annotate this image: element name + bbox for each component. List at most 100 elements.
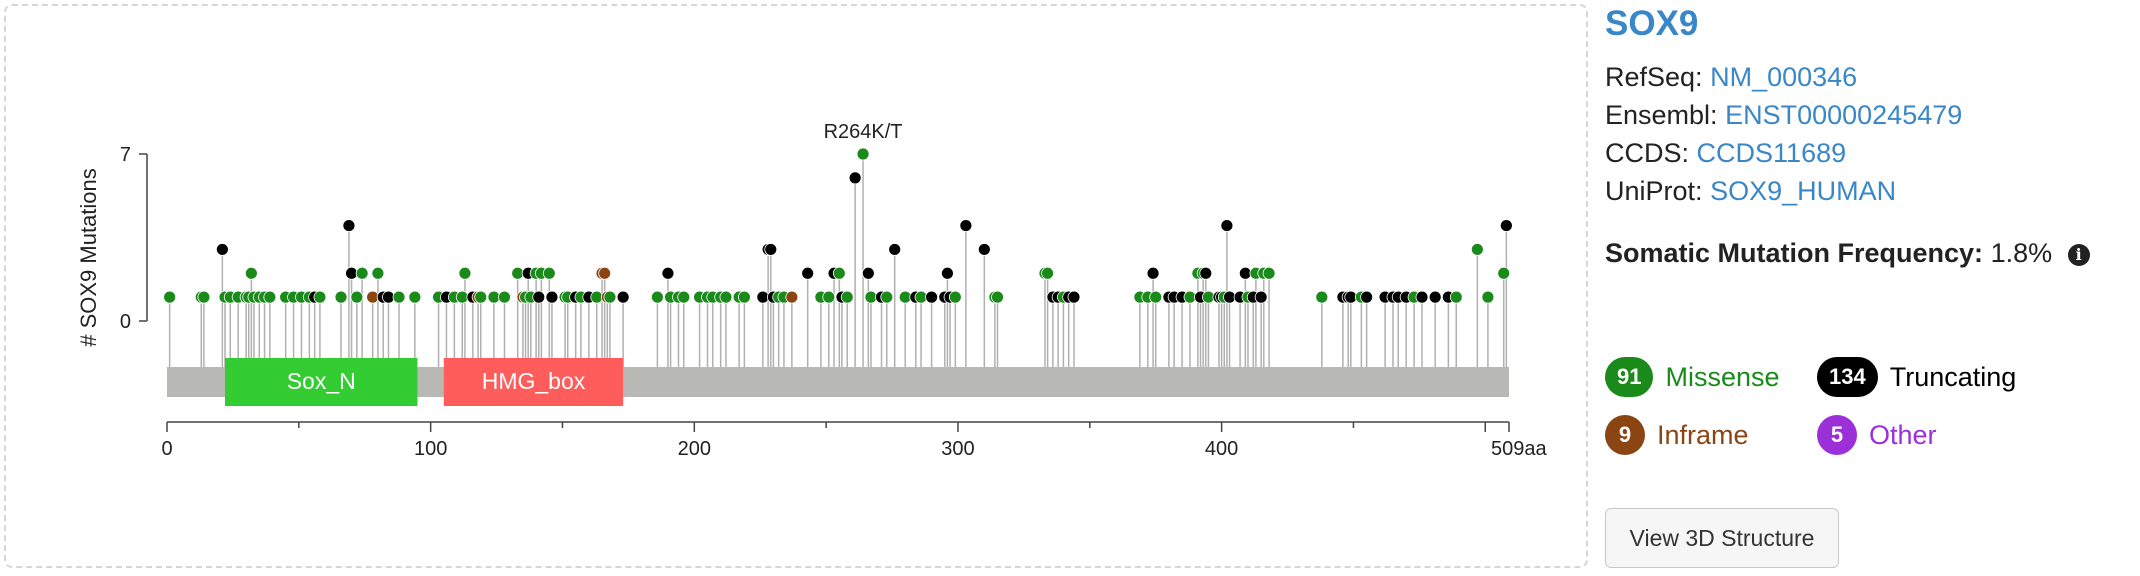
frequency-label: Somatic Mutation Frequency:	[1605, 238, 1984, 268]
lollipop-head-truncating[interactable]	[1360, 290, 1374, 304]
lollipop-head-truncating[interactable]	[861, 266, 875, 280]
lollipop-head-missense[interactable]	[991, 290, 1004, 304]
lollipop-head-truncating[interactable]	[941, 266, 954, 280]
x-tick-label: 0	[161, 438, 172, 460]
lollipop-head-missense[interactable]	[603, 290, 617, 304]
lollipop-head-missense[interactable]	[355, 266, 369, 280]
lollipop-head-missense[interactable]	[244, 266, 258, 280]
lollipop-head-missense[interactable]	[1481, 290, 1495, 304]
lollipop-head-truncating[interactable]	[888, 243, 902, 256]
y-tick-label: 7	[120, 144, 131, 166]
lollipop-head-missense[interactable]	[832, 266, 846, 280]
view-3d-structure-button[interactable]: View 3D Structure	[1605, 508, 1839, 568]
lollipop-head-truncating[interactable]	[545, 290, 559, 304]
y-tick-label: 0	[120, 311, 131, 333]
lollipop-head-missense[interactable]	[334, 290, 348, 304]
lollipop-head-truncating[interactable]	[1415, 290, 1429, 304]
lollipop-plot-panel: 7 0 # SOX9 Mutations Sox_N HMG_box R264K/T 0 10…	[4, 4, 1588, 568]
uniprot-link[interactable]: SOX9_HUMAN	[1710, 176, 1897, 206]
lollipop-head-missense[interactable]	[392, 290, 406, 304]
domain-sox-n[interactable]	[225, 358, 418, 406]
lollipop-head-truncating[interactable]	[1254, 290, 1268, 304]
lollipop-head-truncating[interactable]	[959, 219, 973, 232]
lollipop-head-truncating[interactable]	[1220, 219, 1234, 232]
lollipop-head-truncating[interactable]	[1146, 266, 1160, 280]
lollipop-head-truncating[interactable]	[925, 290, 938, 304]
lollipop-head-missense[interactable]	[350, 290, 364, 304]
ensembl-row: Ensembl: ENST00000245479	[1605, 100, 1962, 131]
lollipop-head-missense[interactable]	[948, 290, 962, 304]
lollipop-head-missense[interactable]	[1315, 290, 1329, 304]
lollipop-head-truncating[interactable]	[1067, 290, 1081, 304]
lollipop-head-missense[interactable]	[677, 290, 691, 304]
truncating-label: Truncating	[1889, 361, 2017, 392]
lollipop-head-missense[interactable]	[263, 290, 277, 304]
legend-inframe[interactable]: 9 Inframe	[1605, 415, 1749, 455]
lollipop-head-missense[interactable]	[1262, 266, 1276, 280]
lollipop-head-truncating[interactable]	[1199, 266, 1213, 280]
lollipop-head-missense[interactable]	[880, 290, 894, 304]
other-count-badge: 5	[1817, 415, 1857, 455]
lollipop-head-missense[interactable]	[840, 290, 854, 304]
lollipop-head-truncating[interactable]	[801, 266, 815, 280]
lollipop-head-truncating[interactable]	[532, 290, 546, 304]
inframe-label: Inframe	[1657, 419, 1749, 450]
ensembl-label: Ensembl:	[1605, 100, 1718, 130]
lollipop-head-missense[interactable]	[1041, 266, 1055, 280]
gene-info-panel: SOX9 RefSeq: NM_000346 Ensembl: ENST0000…	[1605, 0, 2135, 576]
lollipop-head-truncating[interactable]	[1499, 219, 1513, 232]
lollipop-head-truncating[interactable]	[1428, 290, 1442, 304]
lollipop-head-truncating[interactable]	[661, 266, 675, 280]
lollipop-head-truncating[interactable]	[848, 171, 862, 185]
lollipop-head-truncating[interactable]	[977, 243, 991, 256]
gene-title[interactable]: SOX9	[1605, 4, 1699, 43]
ccds-link[interactable]: CCDS11689	[1696, 138, 1847, 168]
x-tick-label: 300	[941, 438, 974, 460]
hotspot-annotation: R264K/T	[824, 121, 903, 143]
lollipop-head-missense[interactable]	[738, 290, 751, 304]
lollipop-head-missense[interactable]	[498, 290, 511, 304]
legend-truncating[interactable]: 134 Truncating	[1817, 357, 2016, 397]
uniprot-row: UniProt: SOX9_HUMAN	[1605, 176, 1896, 207]
lollipop-head-missense[interactable]	[822, 290, 836, 304]
mutation-frequency-row: Somatic Mutation Frequency: 1.8% i	[1605, 238, 2090, 269]
x-tick-label: 509aa	[1491, 438, 1547, 460]
lollipop-head-missense[interactable]	[197, 290, 211, 304]
refseq-label: RefSeq:	[1605, 62, 1703, 92]
lollipop-head-inframe[interactable]	[785, 290, 799, 304]
uniprot-label: UniProt:	[1605, 176, 1703, 206]
lollipop-head-missense[interactable]	[1449, 290, 1463, 304]
lollipop-head-missense[interactable]	[719, 290, 733, 304]
ensembl-link[interactable]: ENST00000245479	[1725, 100, 1963, 130]
lollipop-head-missense[interactable]	[1497, 266, 1511, 280]
lollipop-head-truncating[interactable]	[215, 243, 229, 256]
lollipop-head-missense[interactable]	[650, 290, 664, 304]
lollipop-head-inframe[interactable]	[598, 266, 612, 280]
lollipop-head-missense[interactable]	[474, 290, 488, 304]
lollipop-head-truncating[interactable]	[616, 290, 630, 304]
lollipop-head-missense[interactable]	[542, 266, 556, 280]
lollipop-head-missense[interactable]	[163, 290, 177, 304]
x-tick-label: 400	[1205, 438, 1238, 460]
x-tick-label: 100	[414, 438, 447, 460]
inframe-count-badge: 9	[1605, 415, 1645, 455]
x-tick-label: 200	[678, 438, 711, 460]
info-icon[interactable]: i	[2067, 244, 2090, 266]
lollipop-head-truncating[interactable]	[342, 219, 356, 232]
lollipop-head-missense[interactable]	[313, 290, 327, 304]
lollipop-head-missense[interactable]	[458, 266, 472, 280]
lollipop-head-missense[interactable]	[1470, 243, 1484, 256]
lollipop-head-missense[interactable]	[408, 290, 422, 304]
refseq-link[interactable]: NM_000346	[1710, 62, 1858, 92]
legend-missense[interactable]: 91 Missense	[1605, 357, 1780, 397]
lollipop-head-missense[interactable]	[1149, 290, 1163, 304]
lollipop-head-missense[interactable]	[856, 147, 870, 161]
lollipop-chart: 7 0 # SOX9 Mutations Sox_N HMG_box R264K/T 0 10…	[76, 121, 1547, 460]
legend-other[interactable]: 5 Other	[1817, 415, 1937, 455]
domain-hmg-box[interactable]	[443, 358, 624, 406]
refseq-row: RefSeq: NM_000346	[1605, 62, 1857, 93]
domain-label: HMG_box	[482, 368, 586, 394]
lollipop-head-missense[interactable]	[371, 266, 385, 280]
lollipop-head-truncating[interactable]	[764, 243, 778, 256]
domain-label: Sox_N	[287, 368, 356, 394]
